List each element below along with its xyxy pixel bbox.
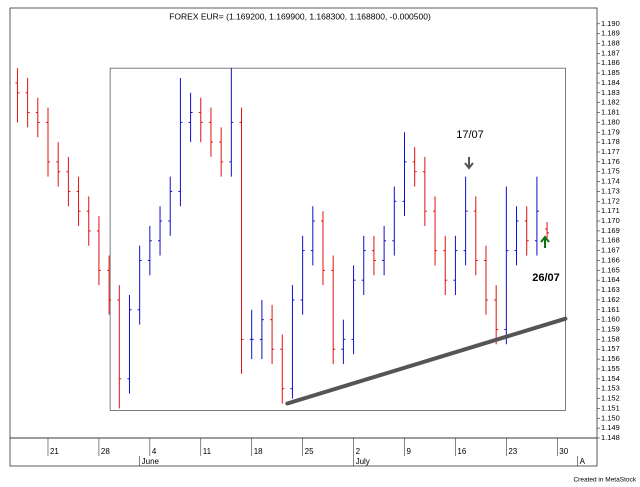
y-tick-label: 1.154 — [601, 374, 620, 383]
y-tick-label: 1.152 — [601, 394, 620, 403]
x-tick-label: 18 — [254, 447, 263, 456]
y-tick-label: 1.177 — [601, 147, 620, 156]
y-tick-label: 1.165 — [601, 265, 620, 274]
y-tick-label: 1.158 — [601, 334, 620, 343]
annotation-box — [109, 67, 566, 411]
month-label: July — [356, 457, 370, 466]
y-tick-label: 1.166 — [601, 255, 620, 264]
y-tick-label: 1.178 — [601, 137, 620, 146]
x-tick-label: 30 — [559, 447, 568, 456]
y-tick-label: 1.188 — [601, 38, 620, 47]
month-label: A — [580, 457, 586, 466]
y-tick-label: 1.168 — [601, 236, 620, 245]
y-tick-label: 1.164 — [601, 275, 620, 284]
y-tick-label: 1.156 — [601, 354, 620, 363]
y-tick-label: 1.155 — [601, 364, 620, 373]
arrow-up — [540, 235, 550, 248]
footer: Created in MetaStock — [573, 477, 636, 484]
x-tick-label: 21 — [50, 447, 59, 456]
y-tick-label: 1.190 — [601, 19, 620, 28]
y-tick-label: 1.162 — [601, 295, 620, 304]
y-tick-label: 1.175 — [601, 167, 620, 176]
x-tick-label: 16 — [457, 447, 466, 456]
y-tick-label: 1.160 — [601, 315, 620, 324]
y-tick-label: 1.189 — [601, 29, 620, 38]
y-tick-label: 1.183 — [601, 88, 620, 97]
y-tick-label: 1.185 — [601, 68, 620, 77]
y-tick-label: 1.151 — [601, 403, 620, 412]
y-tick-label: 1.153 — [601, 384, 620, 393]
x-axis-frame — [9, 437, 598, 467]
y-tick-label: 1.173 — [601, 186, 620, 195]
y-tick-label: 1.179 — [601, 127, 620, 136]
x-tick-label: 25 — [305, 447, 314, 456]
y-tick-label: 1.176 — [601, 157, 620, 166]
y-tick-label: 1.170 — [601, 216, 620, 225]
y-tick-label: 1.187 — [601, 48, 620, 57]
trendline — [285, 316, 568, 406]
y-tick-label: 1.167 — [601, 246, 620, 255]
chart-title: FOREX EUR= (1.169200, 1.169900, 1.168300… — [169, 11, 431, 21]
x-tick-label: 23 — [508, 447, 517, 456]
x-tick-label: 4 — [152, 447, 157, 456]
y-tick-label: 1.148 — [601, 433, 620, 442]
y-tick-label: 1.174 — [601, 177, 620, 186]
x-tick-label: 28 — [101, 447, 110, 456]
y-tick-label: 1.149 — [601, 423, 620, 432]
y-tick-label: 1.184 — [601, 78, 620, 87]
y-tick-label: 1.159 — [601, 324, 620, 333]
y-tick-label: 1.180 — [601, 117, 620, 126]
y-tick-label: 1.171 — [601, 206, 620, 215]
y-tick-label: 1.157 — [601, 344, 620, 353]
y-tick-label: 1.161 — [601, 305, 620, 314]
x-tick-label: 11 — [203, 447, 212, 456]
y-tick-label: 1.169 — [601, 226, 620, 235]
month-label: June — [142, 457, 160, 466]
y-tick-label: 1.163 — [601, 285, 620, 294]
y-tick-label: 1.172 — [601, 196, 620, 205]
x-tick-label: 2 — [356, 447, 361, 456]
y-tick-label: 1.150 — [601, 413, 620, 422]
x-tick-label: 9 — [406, 447, 411, 456]
annotation: 17/07 — [456, 129, 484, 141]
y-tick-label: 1.182 — [601, 98, 620, 107]
y-tick-label: 1.186 — [601, 58, 620, 67]
arrow-down — [464, 157, 474, 170]
annotation: 26/07 — [532, 272, 560, 284]
y-tick-label: 1.181 — [601, 108, 620, 117]
